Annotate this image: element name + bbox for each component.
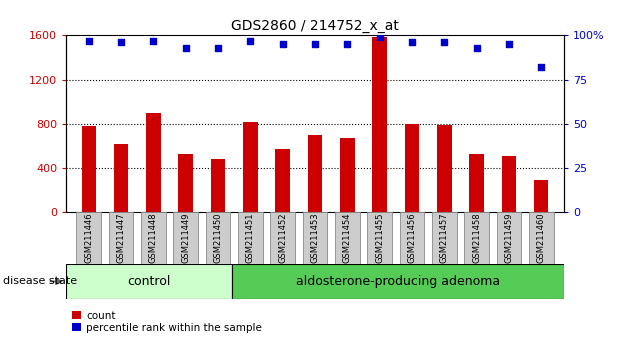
Bar <box>469 154 484 212</box>
FancyBboxPatch shape <box>529 212 554 264</box>
Point <box>536 64 546 70</box>
Point <box>310 41 320 47</box>
FancyBboxPatch shape <box>109 212 134 264</box>
Bar <box>404 124 419 212</box>
Text: GSM211459: GSM211459 <box>505 213 513 263</box>
Text: GSM211460: GSM211460 <box>537 213 546 263</box>
Text: GSM211451: GSM211451 <box>246 213 255 263</box>
Bar <box>66 264 232 299</box>
FancyBboxPatch shape <box>367 212 392 264</box>
Bar <box>243 122 258 212</box>
Point <box>407 40 417 45</box>
Point <box>181 45 191 51</box>
Bar <box>501 156 516 212</box>
Text: disease state: disease state <box>3 276 77 286</box>
Bar <box>437 125 452 212</box>
Point <box>375 34 385 40</box>
Bar <box>178 154 193 212</box>
FancyBboxPatch shape <box>173 212 198 264</box>
Text: GSM211458: GSM211458 <box>472 213 481 263</box>
Bar <box>275 149 290 212</box>
FancyBboxPatch shape <box>496 212 521 264</box>
Text: GSM211446: GSM211446 <box>84 213 93 263</box>
Text: GSM211448: GSM211448 <box>149 213 158 263</box>
Point <box>471 45 481 51</box>
Bar <box>232 264 564 299</box>
Bar <box>211 159 226 212</box>
FancyBboxPatch shape <box>270 212 295 264</box>
Point <box>84 38 94 44</box>
FancyBboxPatch shape <box>76 212 101 264</box>
Text: control: control <box>127 275 171 288</box>
FancyBboxPatch shape <box>303 212 327 264</box>
Text: aldosterone-producing adenoma: aldosterone-producing adenoma <box>296 275 500 288</box>
Point <box>342 41 352 47</box>
Point <box>213 45 223 51</box>
Bar <box>372 36 387 212</box>
Point <box>504 41 514 47</box>
Point <box>439 40 449 45</box>
FancyBboxPatch shape <box>335 212 360 264</box>
Point <box>245 38 255 44</box>
FancyBboxPatch shape <box>432 212 457 264</box>
Text: GSM211454: GSM211454 <box>343 213 352 263</box>
Bar <box>114 144 129 212</box>
FancyBboxPatch shape <box>399 212 424 264</box>
Bar <box>534 180 549 212</box>
Text: GSM211449: GSM211449 <box>181 213 190 263</box>
FancyBboxPatch shape <box>141 212 166 264</box>
Text: GSM211452: GSM211452 <box>278 213 287 263</box>
Title: GDS2860 / 214752_x_at: GDS2860 / 214752_x_at <box>231 19 399 33</box>
Text: GSM211453: GSM211453 <box>311 213 319 263</box>
Bar <box>81 126 96 212</box>
Bar <box>307 135 323 212</box>
Text: GSM211456: GSM211456 <box>408 213 416 263</box>
FancyBboxPatch shape <box>464 212 489 264</box>
Point <box>278 41 288 47</box>
Point <box>116 40 126 45</box>
FancyBboxPatch shape <box>238 212 263 264</box>
Text: GSM211447: GSM211447 <box>117 213 125 263</box>
Point <box>149 38 159 44</box>
Legend: count, percentile rank within the sample: count, percentile rank within the sample <box>71 310 263 334</box>
Bar <box>146 113 161 212</box>
Text: GSM211450: GSM211450 <box>214 213 222 263</box>
Bar <box>340 138 355 212</box>
Text: GSM211455: GSM211455 <box>375 213 384 263</box>
Text: GSM211457: GSM211457 <box>440 213 449 263</box>
FancyBboxPatch shape <box>206 212 231 264</box>
